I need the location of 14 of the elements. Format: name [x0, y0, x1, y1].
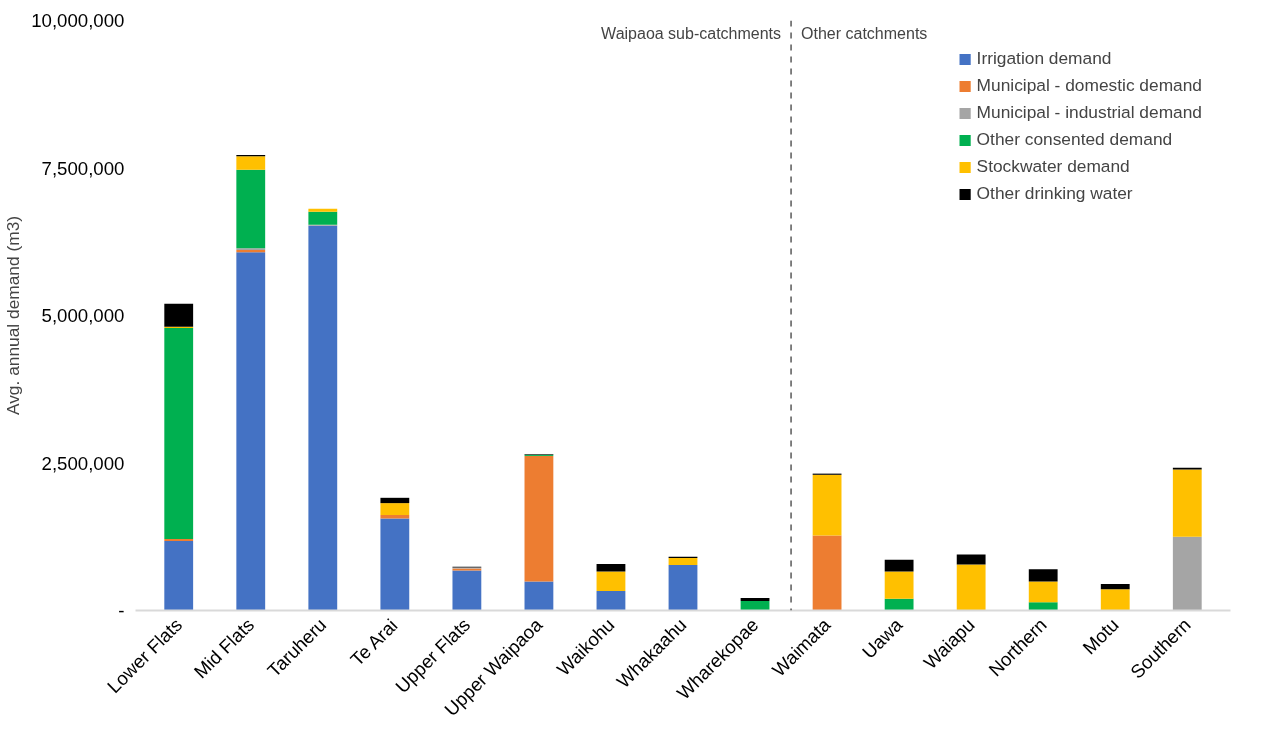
- legend-label: Other drinking water: [976, 183, 1133, 204]
- y-tick-label: 5,000,000: [41, 305, 125, 326]
- y-tick-label: 10,000,000: [31, 10, 125, 31]
- legend-label: Other consented demand: [976, 129, 1173, 150]
- legend-label: Stockwater demand: [976, 156, 1130, 177]
- y-axis-title: Avg. annual demand (m3): [3, 215, 24, 416]
- legend-label: Municipal - domestic demand: [976, 75, 1202, 96]
- y-tick-label: 7,500,000: [41, 157, 125, 179]
- y-tick-label: 2,500,000: [41, 452, 125, 474]
- legend-label: Municipal - industrial demand: [976, 102, 1202, 123]
- annotation: Other catchments: [801, 24, 928, 42]
- y-tick-label: -: [118, 600, 125, 621]
- annotation: Waipaoa sub-catchments: [601, 24, 782, 42]
- legend-label: Irrigation demand: [976, 48, 1112, 69]
